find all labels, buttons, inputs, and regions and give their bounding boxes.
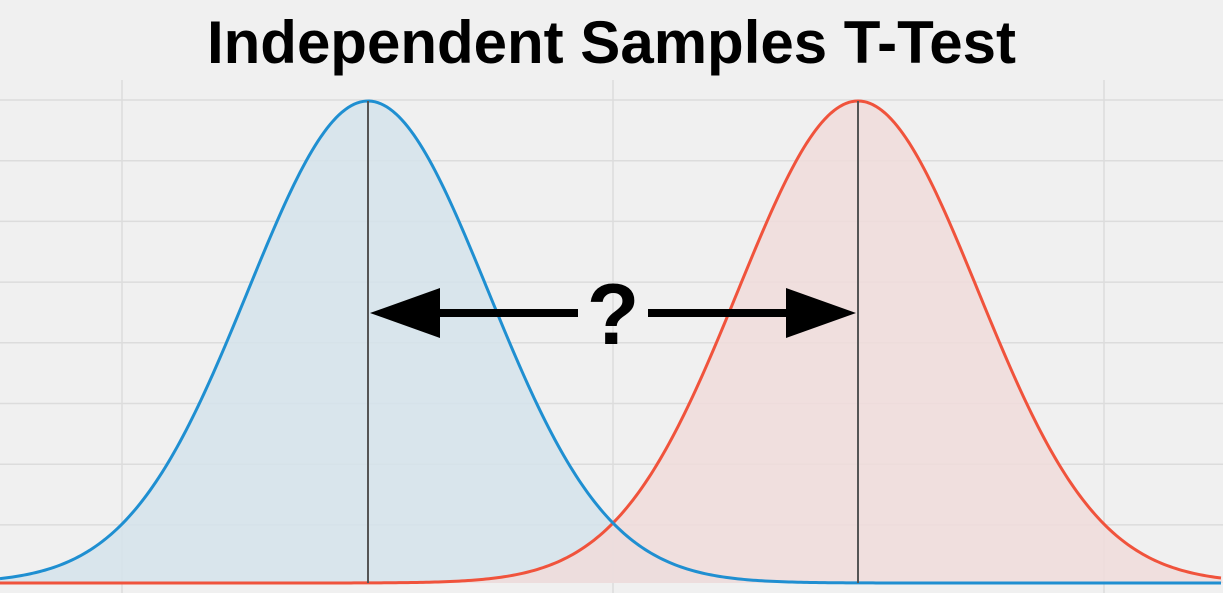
arrow-head-right: [786, 288, 856, 338]
group-a-area: [0, 101, 1223, 584]
arrow-head-left: [370, 288, 440, 338]
group-b-area: [0, 101, 1223, 583]
diagram-title: Independent Samples T-Test: [206, 9, 1017, 76]
group-b-curve: [0, 99, 1222, 585]
difference-arrow: [370, 288, 856, 338]
group-a-curve: [0, 99, 1221, 585]
question-mark: ?: [587, 267, 640, 363]
